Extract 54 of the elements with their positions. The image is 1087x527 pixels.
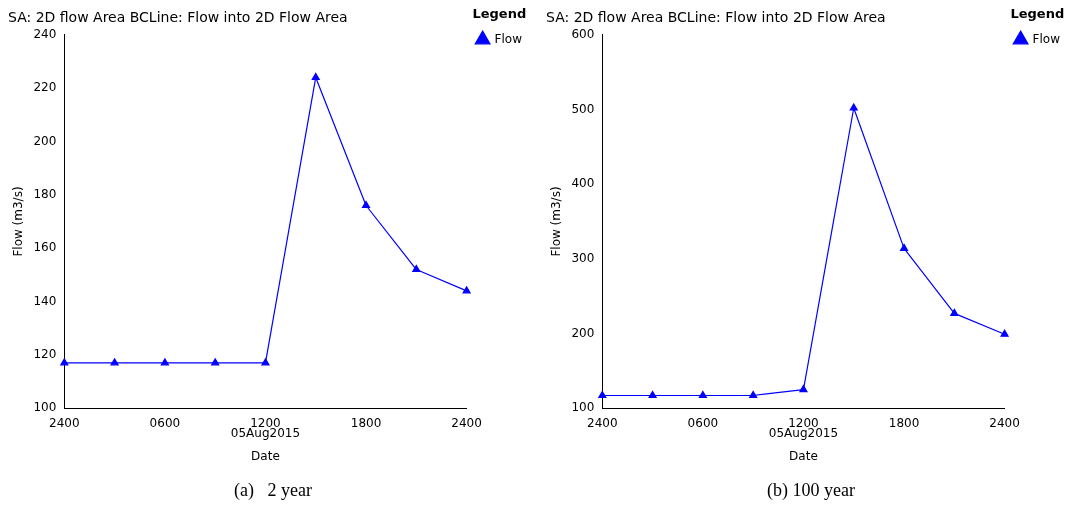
text: 05Aug2015	[230, 426, 301, 441]
point	[598, 390, 607, 399]
point	[110, 358, 119, 366]
y-tick-label: 140	[33, 293, 57, 308]
y-tick-label: 200	[571, 325, 595, 340]
y-tick-label: 180	[33, 186, 57, 201]
text: 05Aug2015	[768, 426, 839, 441]
x-tick-label: 2400	[451, 415, 482, 430]
point	[648, 390, 657, 399]
point	[698, 390, 707, 399]
text: (b) 100 year	[766, 480, 856, 501]
point	[899, 243, 909, 251]
point	[211, 358, 220, 366]
y-tick-label: 100	[33, 400, 57, 415]
x-tick-label: 0600	[687, 415, 719, 430]
point	[1000, 329, 1009, 337]
x-axis-title: Date	[251, 448, 280, 463]
point	[160, 358, 169, 366]
y-tick-label: 200	[33, 133, 57, 148]
y-tick-label: 120	[33, 346, 57, 361]
point	[799, 384, 808, 393]
x-tick-label: 2400	[989, 415, 1020, 430]
text: (a) 2 year	[233, 480, 313, 501]
y-tick-label: 600	[571, 26, 595, 41]
point	[462, 286, 471, 294]
point	[849, 103, 858, 111]
legend-title: Legend	[472, 5, 527, 21]
point	[60, 358, 69, 366]
point	[361, 200, 371, 209]
legend-title: Legend	[1010, 5, 1065, 21]
point	[412, 264, 421, 273]
y-tick-label: 220	[33, 80, 57, 95]
legend-label: Flow	[494, 31, 523, 46]
legend-label: Flow	[1032, 31, 1061, 46]
point	[311, 72, 320, 81]
x-tick-label: 1800	[350, 415, 382, 430]
y-tick-label: 300	[571, 250, 595, 265]
x-tick-label: 0600	[149, 415, 181, 430]
point	[261, 358, 270, 366]
x-tick-label: 2400	[587, 415, 618, 430]
point	[950, 308, 959, 316]
y-axis-title: Flow (m3/s)	[549, 186, 564, 257]
point	[749, 390, 758, 399]
y-tick-label: 240	[33, 26, 57, 41]
x-tick-label: 2400	[49, 415, 80, 430]
x-axis-title: Date	[789, 448, 818, 463]
y-tick-label: 500	[571, 101, 595, 116]
y-tick-label: 160	[33, 240, 57, 255]
chart-title: SA: 2D flow Area BCLine: Flow into 2D Flow Area	[8, 9, 348, 26]
y-tick-label: 100	[571, 400, 595, 415]
chart-title: SA: 2D flow Area BCLine: Flow into 2D Flow Area	[546, 9, 886, 26]
x-tick-label: 1800	[888, 415, 920, 430]
y-axis-title: Flow (m3/s)	[11, 186, 26, 257]
y-tick-label: 400	[571, 176, 595, 191]
